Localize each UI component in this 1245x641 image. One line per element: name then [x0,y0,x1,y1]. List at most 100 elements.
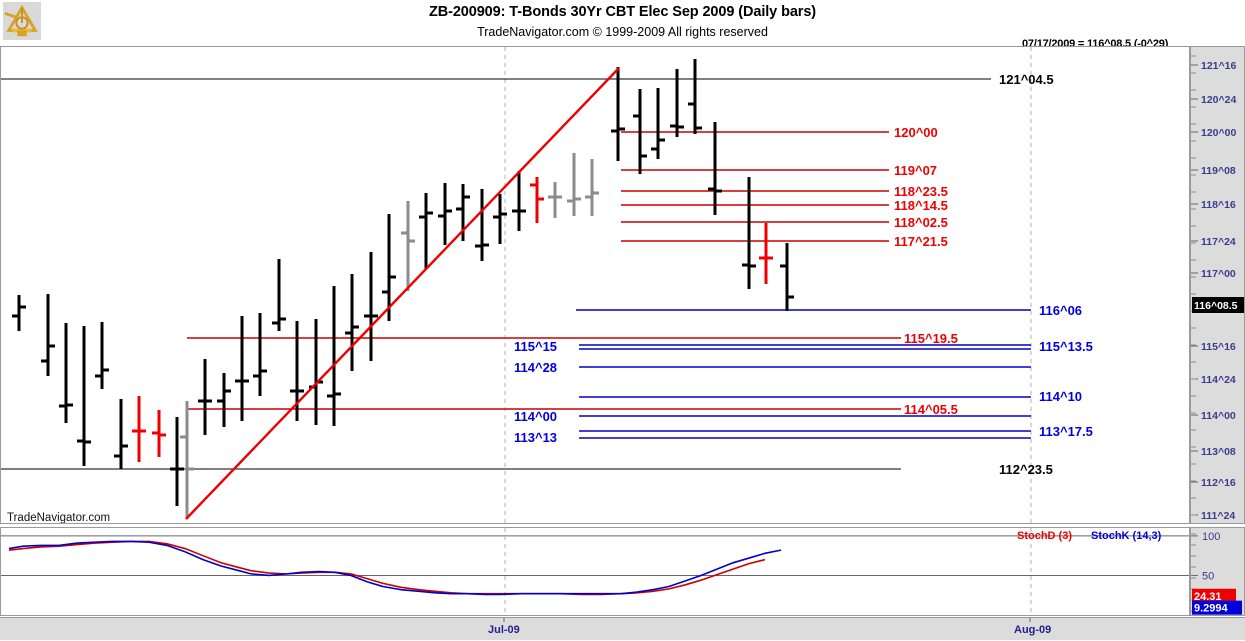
ohlc-bar[interactable] [651,88,665,159]
level-label-red: 118^23.5 [894,184,948,199]
stoch-k-legend: StochK (14,3) [1091,530,1162,542]
sextant-logo-icon [3,2,41,40]
ohlc-bar[interactable] [438,183,452,245]
ohlc-bar[interactable] [530,177,544,223]
level-label-red: 114^05.5 [904,402,958,417]
price-axis-label: 114^24 [1201,374,1236,386]
ohlc-bar[interactable] [170,417,184,506]
ohlc-bar[interactable] [327,286,341,426]
price-axis-label: 115^16 [1201,341,1236,353]
ohlc-bar[interactable] [493,194,507,244]
current-price-badge-text: 116^08.5 [1194,300,1238,312]
price-axis-label: 114^00 [1201,410,1236,422]
level-label-red: 118^02.5 [894,215,948,230]
date-axis-label: Jul-09 [488,624,520,636]
level-label-blue-right: 115^13.5 [1039,339,1093,354]
current-price-badge-bg [1192,297,1244,313]
ohlc-bar[interactable] [198,359,212,435]
ohlc-bar[interactable] [688,59,702,134]
uptrend-line[interactable] [185,67,620,520]
ohlc-bar[interactable] [59,323,73,423]
level-label-red: 115^19.5 [904,331,958,346]
ohlc-bar[interactable] [633,89,647,174]
date-axis[interactable]: Jul-09 Aug-09 [0,617,1245,640]
price-axis-label: 112^16 [1201,477,1236,489]
level-label-blue-right: 113^17.5 [1039,424,1093,439]
level-label-blue-left: 113^13 [514,430,557,445]
stoch-k-badge-bg [1192,600,1242,615]
stochastic-pane[interactable]: StochD (3) StochK (14,3) [0,527,1190,616]
level-label-blue-left: 114^28 [514,360,557,375]
level-label-red: 117^21.5 [894,234,948,249]
price-axis[interactable]: 121^16 120^24 120^00 119^08 118^16 117^24 117^… [1190,46,1245,524]
level-label-red: 118^14.5 [894,198,948,213]
stoch-k-badge-text: 9.2994 [1194,603,1229,615]
stoch-d-legend: StochD (3) [1017,530,1072,542]
ohlc-bar[interactable] [217,373,231,427]
ohlc-bar[interactable] [759,223,773,284]
stochastic-canvas[interactable]: StochD (3) StochK (14,3) [1,528,1189,615]
level-label-red: 120^00 [894,125,938,140]
ohlc-bar[interactable] [41,294,55,376]
ohlc-bar[interactable] [235,316,249,421]
ohlc-bar[interactable] [780,243,794,311]
ohlc-bar[interactable] [345,274,359,371]
price-axis-label: 120^00 [1201,127,1236,139]
ohlc-bar[interactable] [364,252,378,361]
chart-header: ZB-200909: T-Bonds 30Yr CBT Elec Sep 200… [0,0,1245,50]
date-axis-label: Aug-09 [1014,624,1051,636]
date-axis-canvas: Jul-09 Aug-09 [488,618,1051,636]
price-axis-label: 111^24 [1201,510,1235,522]
watermark: TradeNavigator.com [7,512,110,523]
ohlc-bar[interactable] [382,214,396,321]
chart-title: ZB-200909: T-Bonds 30Yr CBT Elec Sep 200… [428,4,817,20]
stoch-d-badge-text: 24.31 [1194,591,1222,603]
ohlc-bar[interactable] [670,69,684,137]
ohlc-bar[interactable] [585,159,599,216]
price-axis-canvas: 121^16 120^24 120^00 119^08 118^16 117^24 117^… [1191,55,1244,522]
level-label-blue-left: 115^15 [514,339,557,354]
ohlc-bar[interactable] [742,177,756,289]
ohlc-bar[interactable] [611,67,625,161]
chart-copyright: TradeNavigator.com © 1999-2009 All right… [477,25,768,39]
level-label-red: 119^07 [894,163,937,178]
ohlc-bar[interactable] [152,410,166,457]
ohlc-bar[interactable] [475,189,489,261]
ohlc-bar[interactable] [12,295,26,331]
ohlc-bar[interactable] [114,399,128,469]
ohlc-bar[interactable] [253,313,267,396]
ohlc-bar[interactable] [132,396,146,462]
ohlc-bar[interactable] [180,401,194,519]
price-pane[interactable]: 121^04.5 112^23.5 120^00 119^07 118^23.5 118^… [0,46,1190,524]
ohlc-bar[interactable] [548,182,562,218]
stoch-k-line[interactable] [8,540,782,596]
price-axis-label: 117^00 [1201,268,1236,280]
ohlc-bar[interactable] [401,201,415,291]
price-axis-label: 119^08 [1201,165,1236,177]
ohlc-bar[interactable] [567,153,581,216]
level-label-blue-left: 114^00 [514,409,557,424]
price-axis-label: 121^16 [1201,60,1236,72]
stoch-axis-label: 50 [1202,570,1214,582]
price-axis-label: 120^24 [1201,94,1236,106]
ohlc-bar[interactable] [272,259,286,331]
level-label-blue-right: 116^06 [1039,303,1082,318]
stoch-axis-label: 100 [1202,531,1220,543]
stoch-d-badge-bg [1192,588,1236,603]
stochastic-axis-canvas: 100 50 24.319.2994 [1191,531,1242,615]
level-label-black: 112^23.5 [999,462,1053,477]
price-axis-label: 118^16 [1201,199,1236,211]
ohlc-bar[interactable] [290,321,304,421]
level-label-black: 121^04.5 [999,72,1054,87]
ohlc-bar[interactable] [456,184,470,241]
ohlc-bar[interactable] [77,326,91,466]
ohlc-bar[interactable] [419,193,433,269]
ohlc-bar[interactable] [708,122,722,215]
level-label-blue-right: 114^10 [1039,389,1082,404]
price-axis-label: 117^24 [1201,236,1236,248]
ohlc-bar[interactable] [95,322,109,389]
price-chart-canvas[interactable]: 121^04.5112^23.5120^00119^07118^23.5118^… [1,47,1189,523]
ohlc-bar[interactable] [512,171,526,231]
stochastic-axis[interactable]: 100 50 24.31 9.2994 [1190,527,1245,616]
